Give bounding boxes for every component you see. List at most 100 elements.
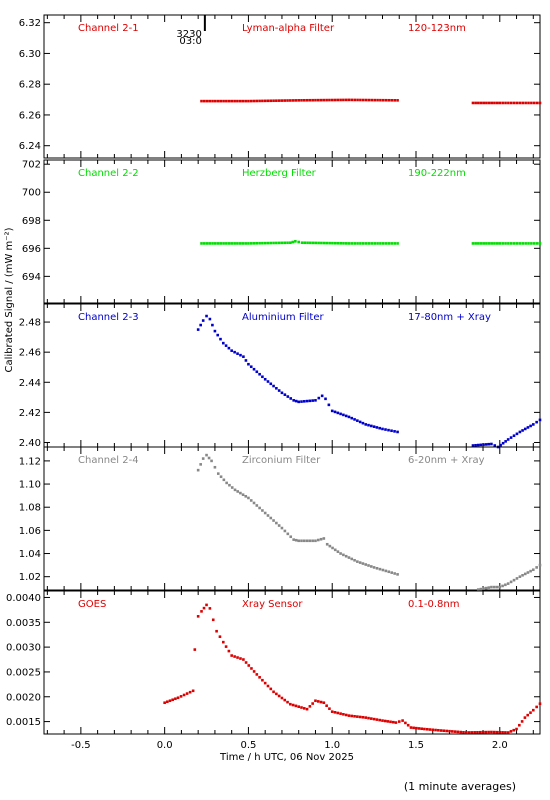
data-point bbox=[524, 242, 527, 245]
data-point bbox=[286, 241, 289, 245]
data-point bbox=[504, 242, 507, 245]
data-point bbox=[277, 389, 281, 392]
data-point bbox=[361, 562, 365, 565]
data-point bbox=[252, 99, 256, 103]
data-point bbox=[523, 716, 527, 719]
data-point bbox=[225, 481, 228, 485]
data-point bbox=[359, 98, 362, 102]
data-point bbox=[396, 430, 399, 434]
data-point bbox=[532, 101, 536, 105]
data-point bbox=[202, 99, 206, 103]
data-point bbox=[384, 242, 388, 245]
data-point bbox=[275, 521, 278, 525]
data-point bbox=[216, 99, 220, 103]
data-point bbox=[487, 442, 491, 446]
data-point bbox=[200, 610, 203, 613]
data-point bbox=[484, 586, 488, 590]
data-point bbox=[518, 575, 522, 578]
data-point bbox=[320, 241, 323, 245]
panel-filter-label: Aluminium Filter bbox=[242, 312, 325, 323]
data-point bbox=[219, 99, 223, 103]
data-point bbox=[474, 242, 477, 245]
data-point bbox=[358, 561, 362, 564]
data-point bbox=[233, 488, 237, 492]
data-point bbox=[387, 428, 390, 432]
data-point bbox=[242, 355, 245, 358]
panel-filter-label: Herzberg Filter bbox=[242, 168, 317, 179]
data-point bbox=[200, 242, 203, 245]
data-point bbox=[244, 99, 247, 103]
data-point bbox=[333, 548, 337, 552]
data-point bbox=[236, 656, 239, 659]
data-point bbox=[291, 240, 295, 244]
data-point bbox=[263, 241, 267, 245]
data-point bbox=[501, 242, 504, 245]
data-point bbox=[406, 723, 410, 727]
data-point bbox=[535, 101, 539, 105]
panel-filter-label: Zirconium Filter bbox=[242, 455, 321, 466]
data-point bbox=[361, 421, 365, 425]
data-point bbox=[311, 539, 314, 543]
data-point bbox=[275, 692, 278, 696]
data-point bbox=[252, 501, 256, 505]
data-point bbox=[328, 98, 331, 102]
data-point bbox=[396, 99, 399, 102]
data-point bbox=[361, 715, 365, 719]
data-point bbox=[384, 569, 388, 573]
data-point bbox=[252, 670, 256, 673]
data-point bbox=[515, 577, 519, 580]
data-point bbox=[390, 98, 394, 102]
data-point bbox=[196, 328, 200, 331]
data-point bbox=[211, 323, 214, 327]
data-point bbox=[476, 588, 480, 591]
data-point bbox=[305, 98, 309, 102]
data-point bbox=[249, 242, 253, 245]
y-tick-label: 700 bbox=[22, 188, 41, 199]
data-point bbox=[261, 99, 264, 103]
data-point bbox=[417, 727, 421, 730]
data-point bbox=[205, 453, 208, 457]
data-point bbox=[492, 585, 496, 589]
data-point bbox=[456, 730, 460, 734]
data-point bbox=[291, 703, 295, 707]
data-point bbox=[531, 568, 535, 572]
data-point bbox=[520, 720, 524, 723]
data-point bbox=[487, 586, 491, 589]
data-point bbox=[311, 702, 314, 705]
data-point bbox=[236, 242, 239, 245]
data-point bbox=[317, 396, 321, 400]
data-point bbox=[493, 101, 496, 105]
y-tick-label: 1.10 bbox=[19, 480, 41, 491]
data-point bbox=[286, 700, 289, 704]
data-point bbox=[300, 241, 304, 245]
data-point bbox=[174, 697, 177, 701]
data-point bbox=[397, 720, 401, 723]
data-point bbox=[451, 730, 454, 733]
panel-filter-label: Lyman-alpha Filter bbox=[242, 23, 335, 34]
data-point bbox=[342, 98, 345, 102]
data-point bbox=[230, 99, 234, 103]
data-point bbox=[479, 587, 483, 591]
data-point bbox=[213, 465, 217, 469]
data-point bbox=[255, 504, 259, 507]
data-point bbox=[381, 719, 384, 722]
data-point bbox=[515, 727, 518, 731]
data-point bbox=[221, 341, 225, 345]
data-point bbox=[409, 726, 413, 729]
data-point bbox=[370, 242, 374, 245]
data-point bbox=[339, 552, 342, 555]
x-tick-label: 0.0 bbox=[157, 740, 173, 751]
data-point bbox=[464, 731, 468, 734]
data-point bbox=[247, 99, 250, 103]
data-point bbox=[309, 241, 312, 245]
y-tick-label: 0.0020 bbox=[6, 692, 41, 703]
data-point bbox=[219, 475, 223, 479]
data-point bbox=[185, 692, 189, 695]
y-tick-label: 6.30 bbox=[19, 49, 41, 60]
data-point bbox=[404, 721, 407, 725]
data-point bbox=[387, 242, 391, 245]
y-tick-label: 0.0040 bbox=[6, 593, 41, 604]
data-point bbox=[319, 537, 323, 541]
data-point bbox=[353, 242, 356, 245]
data-point bbox=[219, 242, 223, 245]
